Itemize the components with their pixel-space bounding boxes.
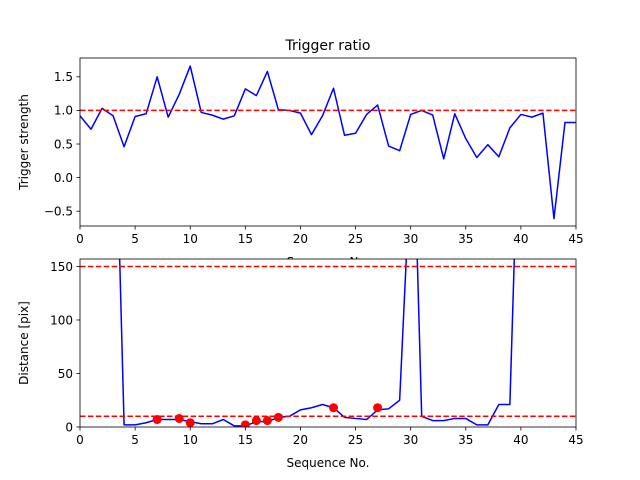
x-tick-label: 30 [403,433,418,447]
y-tick-label: 50 [58,367,73,381]
x-tick-label: 25 [348,433,363,447]
y-tick-label: 1.0 [54,104,73,118]
x-tick-label: 45 [568,433,583,447]
chart-bottom: 0 5 10 15 20 25 30 35 40 45 0 50 100 150 Distance [pix… [17,258,584,470]
data-point [262,416,272,426]
x-tick-label: 0 [76,433,84,447]
plot-area [80,259,576,427]
x-tick-label: 20 [293,433,308,447]
chart-title: Trigger ratio [284,38,370,54]
series-line [80,65,576,220]
axes-frame [79,258,577,428]
x-tick-label: 0 [76,232,84,246]
y-tick-label: 1.5 [54,70,73,84]
data-point [240,420,250,427]
x-tick-label: 10 [183,232,198,246]
axes-frame [79,57,577,227]
y-tick-label: 0.5 [54,137,73,151]
data-point [174,413,184,423]
x-tick-label: 5 [131,232,139,246]
x-tick-label: 15 [238,433,253,447]
y-tick-label: −0.5 [44,205,73,219]
plot-content [80,65,576,220]
x-tick-label: 40 [513,433,528,447]
x-tick-label: 40 [513,232,528,246]
data-point [373,403,383,413]
chart-top: 0 5 10 15 20 25 30 35 40 45 −0.5 0.0 0.5 1.0 1.5 Trigge… [17,38,584,246]
x-tick-label: 35 [458,433,473,447]
data-point [185,418,195,427]
data-point [273,412,283,422]
y-tick-label: 0 [65,420,73,434]
y-tick-label: 0.0 [54,171,73,185]
x-tick-label: 20 [293,232,308,246]
data-point [152,415,162,425]
y-tick-label: 100 [50,313,73,327]
data-point [329,403,339,413]
x-tick-label: 35 [458,232,473,246]
x-axis-label: Sequence No. [287,456,370,470]
series-line [118,259,516,427]
y-axis-label: Trigger strength [17,94,31,191]
data-point [251,416,261,426]
x-tick-label: 5 [131,433,139,447]
x-tick-label: 10 [183,433,198,447]
x-tick-label: 15 [238,232,253,246]
x-tick-label: 25 [348,232,363,246]
plot-content [80,259,576,427]
y-axis-label: Distance [pix] [17,301,31,385]
x-tick-label: 45 [568,232,583,246]
y-tick-label: 150 [50,260,73,274]
x-tick-label: 30 [403,232,418,246]
plot-area [80,58,576,226]
